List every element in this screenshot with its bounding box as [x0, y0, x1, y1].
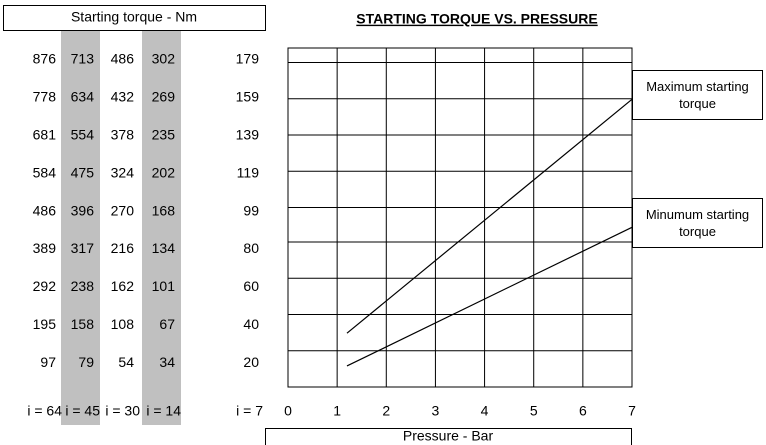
table-cell: 67 [159, 316, 175, 332]
table-cell: 99 [243, 202, 259, 218]
table-cell: 168 [152, 202, 176, 218]
table-cell: 216 [111, 240, 135, 256]
table-cell: 432 [111, 89, 135, 105]
column-label: i = 45 [65, 403, 100, 419]
table-cell: 20 [243, 354, 259, 370]
table-cell: 554 [71, 127, 95, 143]
table-cell: 235 [152, 127, 176, 143]
x-tick-label: 0 [284, 403, 292, 419]
column-label: i = 30 [105, 403, 140, 419]
table-cell: 40 [243, 316, 259, 332]
table-cell: 486 [111, 51, 135, 67]
x-tick-label: 1 [333, 403, 341, 419]
table-cell: 681 [33, 127, 57, 143]
table-cell: 139 [236, 127, 260, 143]
table-cell: 634 [71, 89, 95, 105]
table-cell: 97 [40, 354, 56, 370]
table-cell: 54 [118, 354, 134, 370]
table-cell: 202 [152, 164, 176, 180]
column-label: i = 7 [236, 403, 263, 419]
table-cell: 292 [33, 278, 57, 294]
x-tick-label: 4 [481, 403, 489, 419]
table-cell: 778 [33, 89, 57, 105]
table-cell: 378 [111, 127, 135, 143]
table-cell: 475 [71, 164, 95, 180]
shaded-column [61, 31, 100, 425]
x-tick-label: 2 [382, 403, 390, 419]
table-title: Starting torque - Nm [71, 9, 197, 25]
table-cell: 396 [71, 202, 95, 218]
table-cell: 119 [237, 164, 260, 180]
x-label-box [265, 428, 632, 445]
table-cell: 195 [33, 316, 57, 332]
table-cell: 162 [111, 278, 135, 294]
table-cell: 79 [78, 354, 94, 370]
table-cell: 60 [243, 278, 259, 294]
table-cell: 134 [152, 240, 176, 256]
table-cell: 270 [111, 202, 135, 218]
table-cell: 324 [111, 164, 135, 180]
table-cell: 159 [236, 89, 260, 105]
column-label: i = 14 [146, 403, 181, 419]
table-cell: 486 [33, 202, 57, 218]
table-cell: 238 [71, 278, 95, 294]
x-tick-label: 5 [530, 403, 538, 419]
table-cell: 713 [71, 51, 95, 67]
table-cell: 269 [152, 89, 176, 105]
table-cell: 80 [243, 240, 259, 256]
chart-title: STARTING TORQUE VS. PRESSURE [356, 11, 597, 27]
table-cell: 179 [236, 51, 260, 67]
table-cell: 302 [152, 51, 176, 67]
x-axis-label: Pressure - Bar [403, 428, 494, 444]
table-cell: 101 [152, 278, 176, 294]
table-cell: 389 [33, 240, 57, 256]
legend-entry: Minumum starting torque [632, 198, 763, 249]
x-tick-label: 6 [579, 403, 587, 419]
column-label: i = 64 [27, 403, 62, 419]
series-line [346, 98, 633, 334]
table-cell: 34 [159, 354, 175, 370]
x-tick-label: 3 [432, 403, 440, 419]
legend-entry: Maximum starting torque [632, 70, 763, 121]
series-line [346, 226, 633, 367]
table-cell: 158 [71, 316, 95, 332]
shaded-column [142, 31, 181, 425]
table-cell: 317 [71, 240, 95, 256]
table-cell: 876 [33, 51, 57, 67]
table-cell: 584 [33, 164, 57, 180]
table-header-box [3, 5, 266, 31]
x-tick-label: 7 [628, 403, 636, 419]
table-cell: 108 [111, 316, 135, 332]
